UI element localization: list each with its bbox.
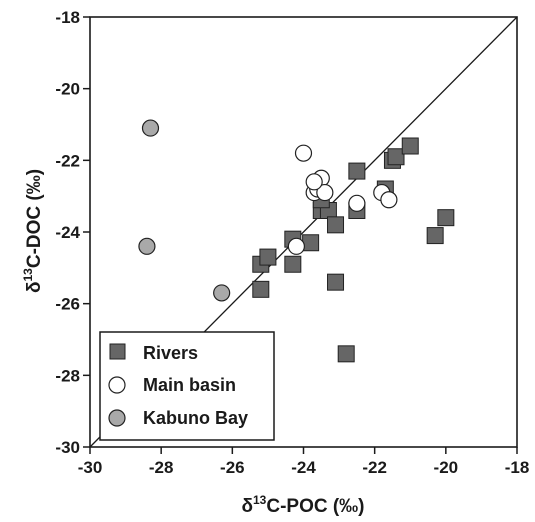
legend-marker-kabuno-bay xyxy=(108,409,126,427)
x-axis-title: δ13C-POC (‰) xyxy=(241,493,364,517)
y-tick-label: -30 xyxy=(55,438,80,457)
point-rivers xyxy=(327,216,345,234)
y-tick-label: -26 xyxy=(55,295,80,314)
point-rivers xyxy=(337,345,355,363)
point-kabuno-bay xyxy=(141,119,160,137)
legend-marker-main-basin xyxy=(108,376,126,394)
point-main-basin xyxy=(287,237,305,255)
plot-area xyxy=(89,16,518,448)
x-tick-label: -26 xyxy=(220,458,245,477)
legend-marker-rivers xyxy=(109,343,126,360)
legend-label-main-basin: Main basin xyxy=(143,375,236,395)
y-tick-label: -20 xyxy=(55,80,80,99)
axis-ticks: -30 -28 -26 -24 -22 -20 -18 -30 -28 -26 -24 -22 -20 -… xyxy=(55,8,529,477)
y-axis-title: δ13C-DOC (‰) xyxy=(21,169,45,293)
y-tick-label: -18 xyxy=(55,8,80,27)
legend-label-rivers: Rivers xyxy=(143,343,198,363)
x-tick-label: -28 xyxy=(149,458,174,477)
point-rivers xyxy=(348,162,366,180)
point-rivers xyxy=(387,148,405,166)
point-rivers xyxy=(327,273,345,291)
point-rivers xyxy=(437,209,455,227)
x-tick-label: -24 xyxy=(291,458,316,477)
point-rivers xyxy=(259,248,277,266)
y-tick-label: -24 xyxy=(55,223,80,242)
x-tick-label: -22 xyxy=(362,458,387,477)
point-rivers xyxy=(284,255,302,273)
y-tick-label: -28 xyxy=(55,366,80,385)
legend-box xyxy=(99,331,275,441)
point-kabuno-bay xyxy=(138,237,156,255)
x-tick-label: -18 xyxy=(505,458,530,477)
point-rivers xyxy=(426,227,444,245)
point-rivers xyxy=(401,137,419,155)
y-tick-label: -22 xyxy=(55,151,80,170)
point-main-basin xyxy=(348,194,366,212)
legend-label-kabuno-bay: Kabuno Bay xyxy=(143,408,248,428)
x-tick-label: -30 xyxy=(78,458,103,477)
point-main-basin xyxy=(305,173,323,191)
point-main-basin xyxy=(316,183,334,202)
legend: Rivers Main basin Kabuno Bay xyxy=(99,331,275,441)
point-main-basin xyxy=(380,191,398,209)
point-main-basin xyxy=(294,144,313,162)
point-kabuno-bay xyxy=(213,284,231,302)
x-tick-label: -20 xyxy=(434,458,459,477)
point-rivers xyxy=(252,280,270,298)
point-rivers xyxy=(302,234,320,252)
